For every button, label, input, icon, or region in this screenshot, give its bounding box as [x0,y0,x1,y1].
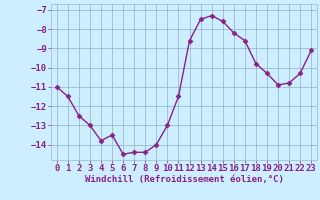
X-axis label: Windchill (Refroidissement éolien,°C): Windchill (Refroidissement éolien,°C) [84,175,284,184]
